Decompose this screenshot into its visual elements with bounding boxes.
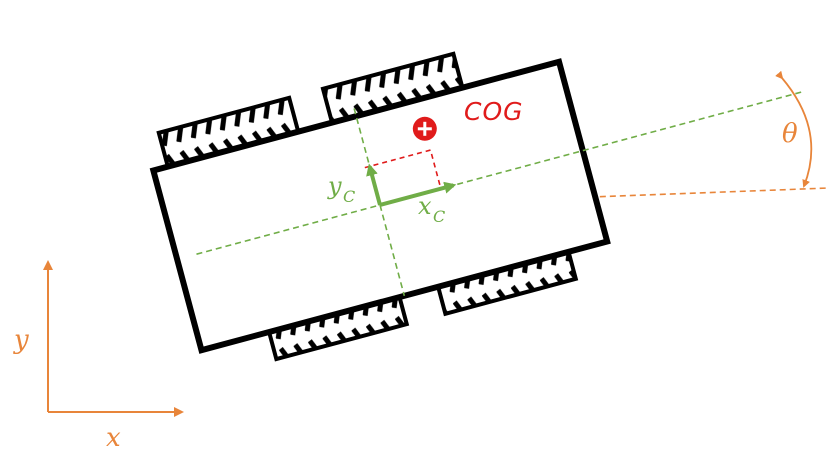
body-lateral-axis <box>353 108 406 297</box>
body-x-label: x C <box>418 192 445 226</box>
global-y-label: y <box>13 325 29 355</box>
cog-label: COG <box>464 97 524 126</box>
theta-label: θ <box>782 119 798 149</box>
global-frame: y x <box>13 260 184 453</box>
svg-text:x: x <box>418 192 432 220</box>
svg-text:y: y <box>327 172 342 200</box>
body-longitudinal-axis <box>196 90 806 255</box>
robot <box>149 51 806 362</box>
theta-arc <box>775 70 813 188</box>
svg-text:C: C <box>433 207 445 226</box>
body-x-axis-arrow <box>379 181 457 207</box>
global-x-label: x <box>106 423 121 453</box>
body-y-axis-arrow <box>366 163 382 206</box>
cog-marker <box>412 116 437 141</box>
body-y-label: y C <box>327 172 355 206</box>
svg-text:C: C <box>343 187 355 206</box>
